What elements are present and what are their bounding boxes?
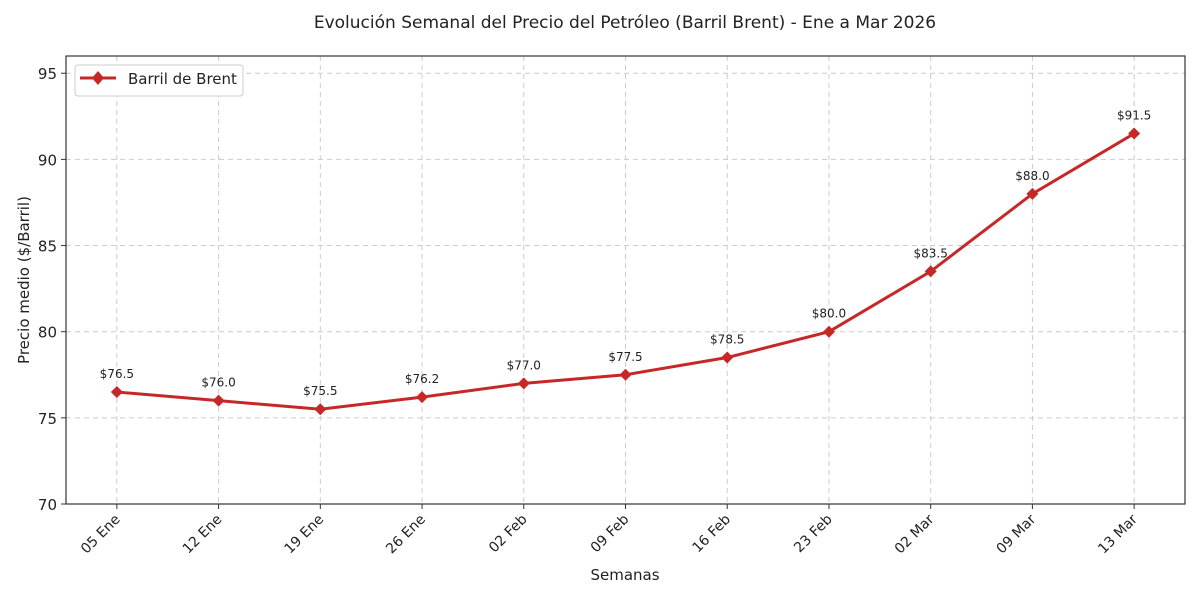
data-point-marker — [517, 377, 530, 390]
data-point-marker — [619, 368, 632, 381]
data-point-marker — [1128, 127, 1141, 140]
x-tick-label: 09 Mar — [993, 511, 1039, 557]
data-point-marker — [1026, 187, 1039, 200]
data-point-marker — [822, 325, 835, 338]
data-point-marker — [110, 386, 123, 398]
data-label: $88.0 — [1015, 169, 1049, 183]
x-tick-label: 26 Ene — [383, 512, 429, 558]
data-label: $77.5 — [608, 350, 642, 364]
data-point-marker — [416, 391, 429, 404]
data-label: $76.0 — [201, 376, 235, 390]
x-tick-label: 12 Ene — [180, 512, 226, 558]
data-point-marker — [212, 394, 225, 407]
data-label: $76.2 — [405, 372, 439, 386]
x-tick-label: 02 Feb — [486, 511, 531, 556]
data-label: $78.5 — [710, 333, 744, 347]
legend-marker-diamond-icon — [92, 71, 104, 85]
y-axis-label: Precio medio ($/Barril) — [15, 196, 33, 364]
y-tick-label: 90 — [38, 151, 57, 169]
x-tick-label: 16 Feb — [689, 511, 734, 556]
x-tick-label: 05 Ene — [78, 512, 124, 558]
x-tick-label: 23 Feb — [791, 511, 836, 556]
y-tick-label: 85 — [38, 238, 57, 256]
y-tick-label: 95 — [38, 65, 57, 83]
y-tick-label: 80 — [38, 324, 57, 342]
data-point-marker — [314, 403, 327, 416]
legend-box — [74, 64, 244, 97]
data-point-marker — [924, 265, 937, 278]
x-tick-label: 02 Mar — [892, 511, 938, 557]
data-label: $80.0 — [812, 307, 846, 321]
y-tick-label: 70 — [38, 496, 57, 514]
legend: Barril de Brent — [74, 64, 244, 97]
x-tick-label: 19 Ene — [281, 512, 327, 558]
data-label: $83.5 — [914, 246, 948, 260]
legend-label: Barril de Brent — [128, 70, 237, 88]
x-tick-label: 09 Feb — [588, 511, 633, 556]
data-label: $91.5 — [1117, 109, 1151, 123]
y-tick-label: 75 — [38, 410, 57, 428]
chart-title: Evolución Semanal del Precio del Petróle… — [314, 13, 936, 33]
data-label: $77.0 — [507, 358, 541, 372]
x-axis-label: Semanas — [590, 566, 659, 584]
data-point-marker — [721, 351, 734, 364]
data-label: $75.5 — [303, 384, 337, 398]
x-tick-label: 13 Mar — [1095, 511, 1141, 557]
data-label: $76.5 — [100, 367, 134, 381]
